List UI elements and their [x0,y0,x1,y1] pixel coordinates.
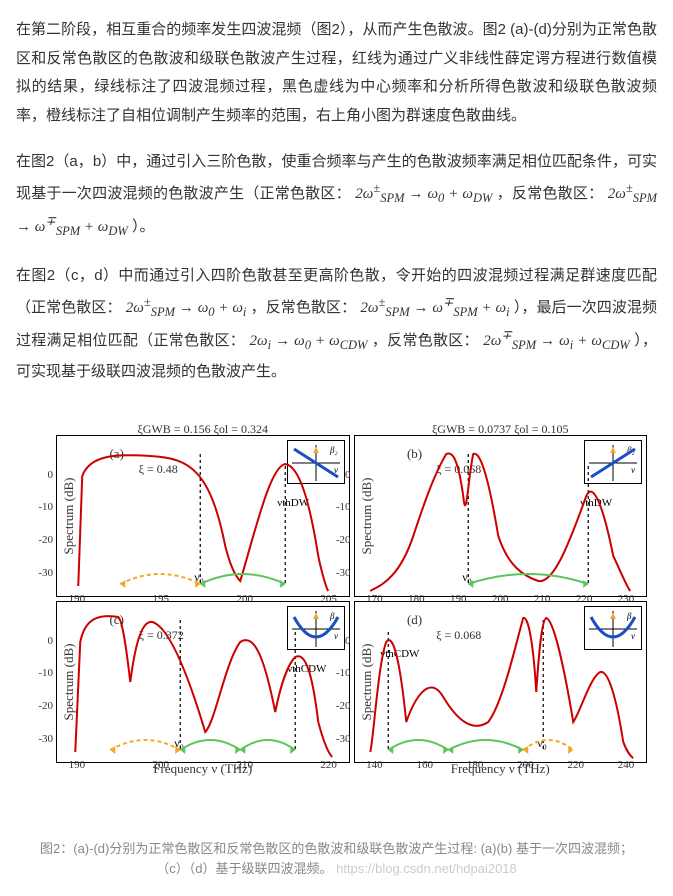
svg-text:νthCDW: νthCDW [380,648,420,660]
para2-post: ）。 [132,218,155,235]
paragraph-3: 在图2（c，d）中而通过引入四阶色散甚至更高阶色散，令开始的四波混频过程满足群速… [16,262,657,387]
caption-line2: （c）（d）基于级联四波混频。 [156,861,332,876]
panel-b-yticks: 0-10-20-30 [331,436,351,596]
para2-math1: 2ω±SPM → ω0 + ωDW [355,186,492,202]
para3-math3: 2ωi → ω0 + ωCDW [249,333,367,349]
para3-math4: 2ω∓SPM → ωi + ωCDW [483,333,630,349]
para3-mid1: ，反常色散区： [251,299,357,316]
panel-a-yticks: 0-10-20-30 [33,436,53,596]
caption-watermark: https://blog.csdn.net/hdpai2018 [336,861,517,876]
para1-text: 在第二阶段，相互重合的频率发生四波混频（图2），从而产生色散波。图2 (a)-(… [16,21,657,124]
panel-d: (d) ξ = 0.068 Spectrum (dB) Frequency ν … [354,601,648,763]
para3-math1: 2ω±SPM → ω0 + ωi [126,300,247,316]
panel-b-plot: ν₀νthDW [355,436,647,596]
figure-2: ξGWB = 0.156 ξol = 0.324 (a) ξ = 0.48 Sp… [16,405,657,881]
panel-c: (c) ξ = 0.372 Spectrum (dB) Frequency ν … [56,601,350,763]
caption-line1: 图2：(a)-(d)分别为正常色散区和反常色散区的色散波和级联色散波产生过程: … [40,841,633,856]
panel-a-plot: ν₀νthDW [57,436,349,596]
paragraph-2: 在图2（a，b）中，通过引入三阶色散，使重合频率与产生的色散波频率满足相位匹配条… [16,148,657,244]
panel-b: ξGWB = 0.0737 ξol = 0.105 (b) ξ = 0.068 … [354,435,648,597]
svg-text:ν₀: ν₀ [537,736,547,750]
svg-text:νthDW: νthDW [277,497,309,509]
panel-a: ξGWB = 0.156 ξol = 0.324 (a) ξ = 0.48 Sp… [56,435,350,597]
panel-c-plot: ν₀νthCDW [57,602,349,762]
svg-text:ν₀: ν₀ [462,570,472,584]
para3-math2: 2ω±SPM → ω∓SPM + ωi [360,300,509,316]
panel-c-yticks: 0-10-20-30 [33,602,53,762]
para3-mid3: ，反常色散区： [372,332,479,349]
panel-d-plot: ν₀ νthCDW [355,602,647,762]
figure-caption: 图2：(a)-(d)分别为正常色散区和反常色散区的色散波和级联色散波产生过程: … [16,839,657,881]
panel-d-yticks: 0-10-20-30 [331,602,351,762]
paragraph-1: 在第二阶段，相互重合的频率发生四波混频（图2），从而产生色散波。图2 (a)-(… [16,16,657,130]
para2-mid: ，反常色散区： [497,185,604,202]
